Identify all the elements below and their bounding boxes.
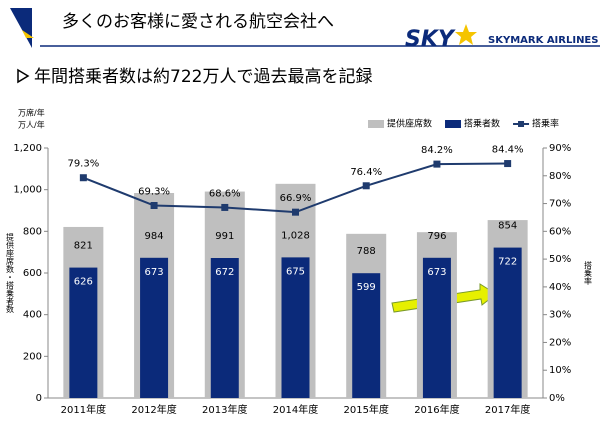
legend-swatch xyxy=(368,120,384,128)
logo-shape xyxy=(10,8,32,48)
y-tick-label: 1,000 xyxy=(13,185,42,196)
y-tick-label: 600 xyxy=(23,268,42,279)
logo-star xyxy=(22,30,34,38)
bar xyxy=(281,257,310,398)
value-label: 599 xyxy=(357,282,376,293)
logo-text: SKY xyxy=(405,27,456,52)
logo-star-icon xyxy=(455,24,477,45)
unit-label: 万人/年 xyxy=(18,120,45,130)
value-label: 626 xyxy=(74,277,93,288)
x-tick-label: 2012年度 xyxy=(131,403,176,416)
x-tick-label: 2016年度 xyxy=(414,403,459,416)
y2-tick-label: 80% xyxy=(549,171,571,182)
value-label: 984 xyxy=(145,231,164,242)
value-label: 788 xyxy=(357,246,376,257)
y2-tick-label: 90% xyxy=(549,143,571,154)
y2-tick-label: 20% xyxy=(549,337,571,348)
value-label: 76.4% xyxy=(350,167,382,178)
legend-label: 搭乗者数 xyxy=(464,118,500,130)
bar xyxy=(352,273,381,398)
y2-tick-label: 10% xyxy=(549,365,571,376)
value-label: 84.4% xyxy=(492,145,524,156)
y-axis-label: 提供座席数・搭乗者数 xyxy=(6,232,15,314)
bar xyxy=(69,267,98,398)
value-label: 66.9% xyxy=(280,193,312,204)
point xyxy=(79,174,87,182)
bar xyxy=(210,258,239,398)
value-label: 84.2% xyxy=(421,145,453,156)
value-label: 821 xyxy=(74,241,93,252)
point xyxy=(221,203,229,211)
bar xyxy=(493,247,522,398)
slide-title: 多くのお客様に愛される航空会社へ xyxy=(62,12,334,32)
x-tick-label: 2014年度 xyxy=(273,403,318,416)
y2-tick-label: 0% xyxy=(549,393,565,404)
point xyxy=(504,160,512,168)
value-label: 79.3% xyxy=(67,159,99,170)
y-tick-label: 1,200 xyxy=(13,143,42,154)
x-tick-label: 2011年度 xyxy=(61,403,106,416)
logo-subtext: SKYMARK AIRLINES xyxy=(488,35,598,46)
bullet-arrow xyxy=(17,68,30,84)
legend-swatch xyxy=(518,121,525,127)
y-tick-label: 200 xyxy=(23,351,42,362)
y-tick-label: 0 xyxy=(36,393,42,404)
y-tick-label: 400 xyxy=(23,310,42,321)
x-tick-label: 2017年度 xyxy=(485,403,530,416)
y2-tick-label: 60% xyxy=(549,226,571,237)
y-tick-label: 800 xyxy=(23,226,42,237)
point xyxy=(433,160,441,168)
bar xyxy=(422,257,451,398)
value-label: 722 xyxy=(498,257,517,268)
value-label: 673 xyxy=(427,267,446,278)
subtitle: 年間搭乗者数は約722万人で過去最高を記録 xyxy=(34,67,372,87)
value-label: 672 xyxy=(215,267,234,278)
value-label: 991 xyxy=(215,231,234,242)
point xyxy=(150,202,158,209)
value-label: 796 xyxy=(427,231,446,242)
bar xyxy=(140,257,169,398)
unit-label: 万席/年 xyxy=(18,108,45,118)
legend-label: 搭乗率 xyxy=(532,118,559,130)
x-tick-label: 2015年度 xyxy=(343,403,388,416)
value-label: 1,028 xyxy=(281,230,310,241)
x-tick-label: 2013年度 xyxy=(202,403,247,416)
y2-tick-label: 30% xyxy=(549,310,571,321)
value-label: 675 xyxy=(286,266,305,277)
legend-label: 提供座席数 xyxy=(387,118,432,130)
y2-tick-label: 50% xyxy=(549,254,571,265)
value-label: 673 xyxy=(145,267,164,278)
legend-swatch xyxy=(445,120,462,128)
point xyxy=(362,182,370,190)
value-label: 69.3% xyxy=(138,187,170,198)
value-label: 68.6% xyxy=(209,188,241,199)
y2-axis-label: 搭乗率 xyxy=(584,260,593,286)
point xyxy=(292,208,299,216)
value-label: 854 xyxy=(498,221,517,232)
y2-tick-label: 70% xyxy=(549,199,571,210)
y2-tick-label: 40% xyxy=(549,282,571,293)
